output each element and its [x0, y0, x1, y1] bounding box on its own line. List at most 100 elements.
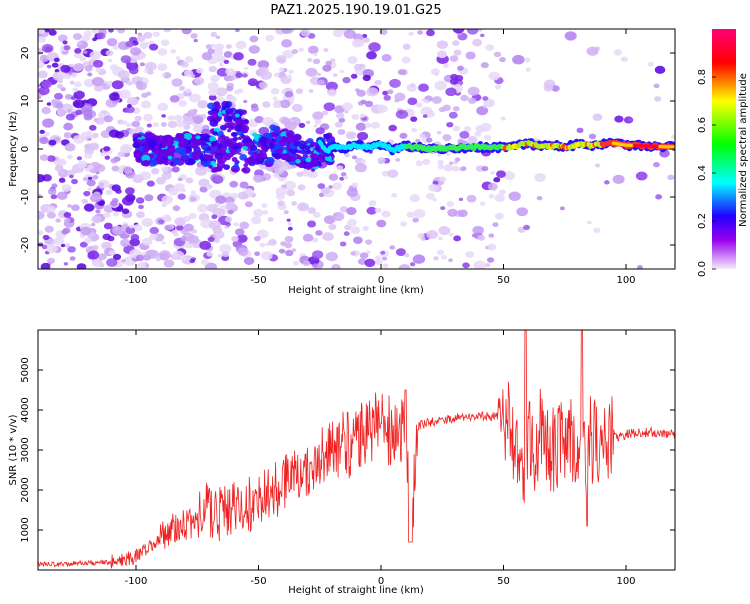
spectrogram-cell: [74, 81, 82, 88]
spectrogram-cell: [108, 92, 120, 101]
spectrogram-cell: [312, 250, 324, 259]
spectrogram-cell: [620, 56, 628, 63]
spectrogram-cell: [536, 195, 543, 201]
snr-y-label: SNR (10 * v/v): [8, 414, 19, 485]
spectrogram-cell: [671, 134, 675, 139]
spectrogram-cell: [92, 174, 99, 180]
spectrogram-cell: [215, 104, 222, 110]
spectrogram-cell: [162, 72, 172, 79]
spectrogram-cell: [211, 214, 218, 220]
spectrogram-cell: [467, 135, 478, 144]
spectrogram-cell: [307, 45, 319, 54]
spectrogram-cell: [141, 154, 151, 163]
spectrogram-cell: [190, 143, 196, 149]
spectrogram-cell: [267, 143, 275, 150]
spectrogram-cell: [243, 163, 249, 168]
spectrogram-cell: [336, 165, 344, 171]
spectrogram-cell: [604, 180, 610, 185]
spectrogram-cell: [261, 203, 268, 208]
spectrogram-cell: [135, 81, 147, 91]
spectrogram-cell: [480, 62, 489, 69]
spectrogram-cell: [206, 147, 211, 151]
spectrogram-cell: [82, 50, 88, 54]
spectrogram-cell: [364, 100, 374, 108]
spectrogram-cell: [409, 262, 416, 267]
spectrogram-cell: [136, 35, 146, 42]
spectrogram-cell: [436, 153, 442, 157]
spectrogram-cell: [108, 250, 116, 256]
spectrogram-cell: [448, 232, 454, 237]
spectrogram-cell: [438, 226, 451, 236]
spectrogram-cell: [90, 193, 102, 203]
spectrogram-cell: [161, 73, 166, 77]
spectrogram-cell: [291, 248, 297, 252]
spectrogram-cell: [315, 127, 325, 135]
spectrogram-cell: [221, 251, 230, 258]
spectrogram-cell: [38, 60, 45, 69]
spectrogram-cell: [213, 237, 220, 244]
spectrogram-cell: [38, 210, 45, 220]
x-tick-label: 100: [616, 275, 635, 286]
spectrogram-cell: [612, 174, 625, 185]
spectrogram-cell: [356, 131, 369, 141]
spectrogram-cell: [219, 243, 232, 254]
spectrogram-cell: [432, 197, 437, 202]
spectrogram-cell: [81, 198, 89, 204]
y-tick-label: 4000: [20, 397, 31, 422]
spectrogram-y-label: Frequency (Hz): [8, 111, 19, 187]
spectrogram-cell: [152, 31, 160, 38]
spectrogram-cell: [178, 100, 187, 107]
spectrogram-cell: [503, 171, 516, 181]
spectrogram-cell: [125, 40, 134, 48]
figure-title: PAZ1.2025.190.19.01.G25: [270, 3, 441, 18]
spectrogram-cell: [121, 208, 130, 215]
spectrogram-cell: [364, 122, 372, 128]
spectrogram-cell: [654, 96, 662, 102]
spectrogram-cell: [193, 76, 205, 85]
colorbar-tick-label: 0.6: [697, 117, 708, 133]
spectrogram-cell: [347, 55, 358, 64]
spectrogram-cell: [339, 241, 347, 247]
spectrogram-cell: [53, 92, 64, 100]
spectrogram-cell: [46, 64, 52, 69]
spectrogram-cell: [499, 56, 506, 63]
spectrogram-cell: [175, 224, 184, 231]
spectrogram-cell: [317, 183, 326, 190]
spectrogram-cell: [107, 58, 113, 63]
spectrogram-cell: [436, 50, 448, 59]
spectrogram-cell: [343, 29, 357, 39]
spectrogram-cell: [38, 70, 48, 79]
spectrogram-cell: [313, 52, 318, 57]
spectrogram-cell: [258, 81, 269, 89]
spectrogram-cell: [253, 235, 261, 242]
spectrogram-cell: [534, 173, 546, 182]
spectrogram-cell: [436, 130, 442, 135]
spectrogram-cell: [593, 227, 601, 233]
spectrogram-cell: [225, 201, 236, 210]
spectrogram-cell: [60, 243, 66, 248]
spectrogram-cell: [230, 143, 235, 147]
spectrogram-cell: [112, 211, 120, 217]
spectrogram-cell: [251, 151, 260, 159]
spectrogram-cell: [499, 189, 506, 195]
spectrogram-cell: [342, 76, 351, 84]
spectrogram-cell: [418, 83, 429, 92]
spectrogram-cell: [328, 223, 337, 231]
spectrogram-cell: [91, 76, 104, 87]
spectrogram-cell: [231, 157, 238, 162]
spectrogram-cell: [60, 64, 71, 73]
spectrogram-cell: [87, 72, 93, 77]
spectrogram-cell: [442, 63, 449, 69]
spectrogram-cell: [448, 258, 453, 262]
spectrogram-cell: [297, 184, 306, 191]
spectrogram-cell: [83, 190, 91, 197]
spectrogram-cell: [305, 157, 312, 163]
spectrogram-cell: [149, 40, 154, 45]
x-tick-label: 50: [497, 576, 510, 587]
spectrogram-cell: [88, 124, 97, 131]
spectrogram-cell: [175, 120, 185, 128]
spectrogram-cell: [207, 82, 219, 91]
spectrogram-cell: [442, 134, 452, 142]
spectrogram-cell: [439, 176, 447, 182]
spectrogram-cell: [147, 70, 154, 75]
